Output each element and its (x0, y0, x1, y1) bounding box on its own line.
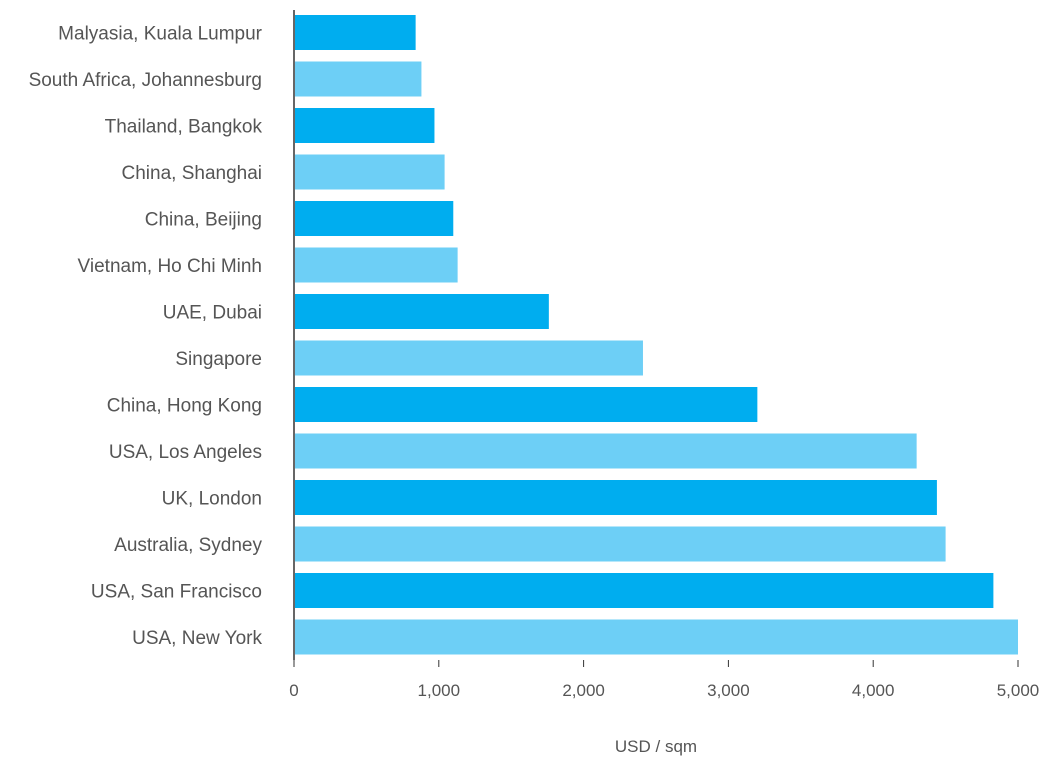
bar (295, 247, 458, 283)
x-tick-label: 5,000 (997, 681, 1040, 700)
category-label: Australia, Sydney (114, 535, 262, 556)
bar (295, 340, 643, 376)
category-label: Vietnam, Ho Chi Minh (78, 256, 262, 277)
bar (295, 154, 445, 190)
category-label: UK, London (162, 489, 262, 510)
category-label: China, Beijing (145, 210, 262, 231)
category-label: South Africa, Johannesburg (29, 70, 262, 91)
bar (295, 108, 435, 143)
bar (295, 294, 549, 329)
x-tick-label: 0 (289, 681, 298, 700)
x-tick-label: 3,000 (707, 681, 750, 700)
bar (295, 387, 758, 422)
category-label: China, Shanghai (122, 163, 263, 184)
category-label: USA, New York (132, 628, 262, 649)
x-axis-ticks: 0 1,000 2,000 3,000 4,000 5,000 (289, 660, 1039, 700)
category-label: UAE, Dubai (163, 303, 262, 324)
bar (295, 15, 416, 50)
category-label: USA, San Francisco (91, 582, 262, 603)
x-tick-label: 1,000 (418, 681, 461, 700)
category-label: Malyasia, Kuala Lumpur (58, 24, 262, 45)
bar (295, 526, 946, 562)
category-label: Singapore (175, 349, 262, 370)
x-tick-label: 2,000 (562, 681, 605, 700)
bar (295, 433, 917, 469)
x-axis-title: USD / sqm (615, 737, 697, 756)
category-labels: Malyasia, Kuala Lumpur South Africa, Joha… (29, 24, 263, 650)
category-label: USA, Los Angeles (109, 442, 262, 463)
bar (295, 61, 422, 97)
bar (295, 573, 994, 608)
bar (295, 480, 937, 515)
category-label: Thailand, Bangkok (105, 117, 263, 138)
bars-group (295, 15, 1018, 655)
bar (295, 201, 454, 236)
bar (295, 619, 1018, 655)
category-label: China, Hong Kong (107, 396, 262, 417)
x-tick-label: 4,000 (852, 681, 895, 700)
